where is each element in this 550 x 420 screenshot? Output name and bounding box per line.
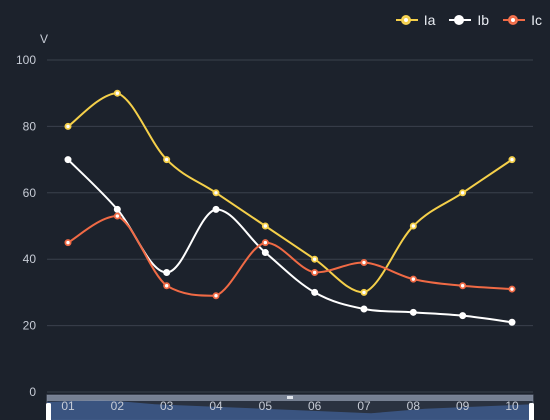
data-point-ib[interactable]: [409, 308, 417, 316]
datazoom-handle-right[interactable]: [529, 403, 534, 420]
legend-dot-ic: [508, 15, 519, 25]
data-point-ib[interactable]: [261, 249, 269, 257]
data-point-ic[interactable]: [113, 212, 121, 220]
legend-label-ia: Ia: [423, 12, 436, 28]
legend-swatch-ic: [503, 15, 526, 25]
data-point-ia[interactable]: [409, 222, 417, 230]
y-tick-label: 0: [29, 385, 36, 399]
series-line-ic: [67, 215, 513, 297]
y-tick-label: 80: [23, 119, 37, 133]
x-tick-label: 01: [61, 399, 75, 413]
data-point-ic[interactable]: [409, 275, 417, 283]
data-point-ia[interactable]: [113, 89, 121, 97]
y-tick-label: 20: [23, 319, 37, 333]
x-tick-label: 05: [259, 399, 273, 413]
data-point-ic[interactable]: [459, 282, 467, 290]
data-point-ic[interactable]: [508, 285, 516, 293]
data-point-ia[interactable]: [311, 255, 319, 263]
series-line-ia: [67, 92, 513, 294]
legend-label-ic: Ic: [531, 12, 542, 28]
data-point-ic[interactable]: [311, 268, 319, 276]
data-point-ia[interactable]: [261, 222, 269, 230]
x-tick-label: 09: [456, 399, 470, 413]
data-point-ic[interactable]: [360, 259, 368, 267]
x-tick-label: 02: [111, 399, 125, 413]
data-point-ic[interactable]: [64, 239, 72, 247]
y-tick-label: 40: [23, 252, 37, 266]
datazoom-handle-left[interactable]: [46, 403, 51, 420]
data-point-ib[interactable]: [212, 205, 220, 213]
data-point-ib[interactable]: [360, 305, 368, 313]
legend-item-ia[interactable]: Ia: [395, 12, 436, 28]
legend-label-ib: Ib: [477, 12, 490, 28]
data-point-ic[interactable]: [212, 292, 220, 300]
data-point-ia[interactable]: [508, 156, 516, 164]
x-tick-label: 06: [308, 399, 322, 413]
y-tick-label: 100: [16, 53, 36, 67]
data-point-ib[interactable]: [508, 318, 516, 326]
x-tick-label: 07: [357, 399, 371, 413]
y-axis-unit-label: V: [40, 32, 49, 46]
y-tick-label: 60: [23, 186, 37, 200]
data-point-ia[interactable]: [163, 156, 171, 164]
datazoom-move-grip: [287, 396, 293, 399]
data-point-ic[interactable]: [163, 282, 171, 290]
legend-dot-ia: [400, 15, 411, 25]
legend-swatch-ia: [395, 15, 418, 25]
legend: Ia Ib Ic: [395, 12, 542, 28]
data-point-ib[interactable]: [163, 268, 171, 276]
series-line-ib: [67, 158, 513, 324]
x-tick-label: 03: [160, 399, 174, 413]
data-point-ia[interactable]: [64, 122, 72, 130]
data-point-ia[interactable]: [360, 288, 368, 296]
data-point-ib[interactable]: [459, 312, 467, 320]
data-point-ib[interactable]: [64, 156, 72, 164]
data-point-ia[interactable]: [212, 189, 220, 197]
legend-item-ib[interactable]: Ib: [449, 12, 489, 28]
data-point-ia[interactable]: [459, 189, 467, 197]
datazoom-data-shadow: [47, 399, 533, 420]
legend-dot-ib: [454, 15, 465, 25]
data-point-ib[interactable]: [113, 205, 121, 213]
legend-swatch-ib: [449, 15, 472, 25]
data-point-ib[interactable]: [311, 288, 319, 296]
x-tick-label: 08: [407, 399, 421, 413]
x-tick-label: 04: [209, 399, 223, 413]
x-tick-label: 10: [505, 399, 519, 413]
legend-item-ic[interactable]: Ic: [503, 12, 542, 28]
data-point-ic[interactable]: [261, 239, 269, 247]
